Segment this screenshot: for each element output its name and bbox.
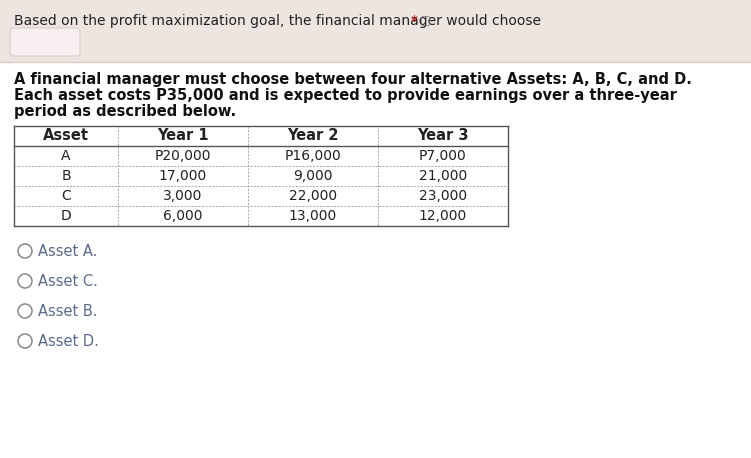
Text: 21,000: 21,000 bbox=[419, 169, 467, 183]
Text: 3,000: 3,000 bbox=[163, 189, 203, 203]
Text: D: D bbox=[61, 209, 71, 223]
Text: B: B bbox=[61, 169, 71, 183]
Text: 6,000: 6,000 bbox=[163, 209, 203, 223]
Text: 12,000: 12,000 bbox=[419, 209, 467, 223]
Text: P7,000: P7,000 bbox=[419, 149, 467, 163]
Text: P20,000: P20,000 bbox=[155, 149, 211, 163]
Text: A financial manager must choose between four alternative Assets: A, B, C, and D.: A financial manager must choose between … bbox=[14, 72, 692, 87]
Text: Year 1: Year 1 bbox=[157, 129, 209, 143]
Text: Asset B.: Asset B. bbox=[38, 304, 98, 318]
Text: Each asset costs P35,000 and is expected to provide earnings over a three-year: Each asset costs P35,000 and is expected… bbox=[14, 88, 677, 103]
Text: Year 2: Year 2 bbox=[287, 129, 339, 143]
Text: Asset: Asset bbox=[43, 129, 89, 143]
Text: C: C bbox=[61, 189, 71, 203]
Text: period as described below.: period as described below. bbox=[14, 104, 236, 119]
Text: 13,000: 13,000 bbox=[289, 209, 337, 223]
Text: *: * bbox=[411, 14, 418, 28]
Bar bbox=[14, 126, 508, 226]
Text: 17,000: 17,000 bbox=[159, 169, 207, 183]
Text: 9,000: 9,000 bbox=[293, 169, 333, 183]
Text: ▢: ▢ bbox=[420, 14, 431, 27]
Text: Year 3: Year 3 bbox=[418, 129, 469, 143]
Text: P16,000: P16,000 bbox=[285, 149, 342, 163]
Text: Asset C.: Asset C. bbox=[38, 273, 98, 289]
Text: 22,000: 22,000 bbox=[289, 189, 337, 203]
Text: A: A bbox=[62, 149, 71, 163]
FancyBboxPatch shape bbox=[10, 28, 80, 56]
Text: Asset D.: Asset D. bbox=[38, 333, 99, 349]
Text: Asset A.: Asset A. bbox=[38, 244, 98, 258]
Text: 23,000: 23,000 bbox=[419, 189, 467, 203]
Text: Based on the profit maximization goal, the financial manager would choose: Based on the profit maximization goal, t… bbox=[14, 14, 545, 28]
Bar bbox=[0, 62, 751, 458]
Bar bbox=[0, 0, 751, 62]
